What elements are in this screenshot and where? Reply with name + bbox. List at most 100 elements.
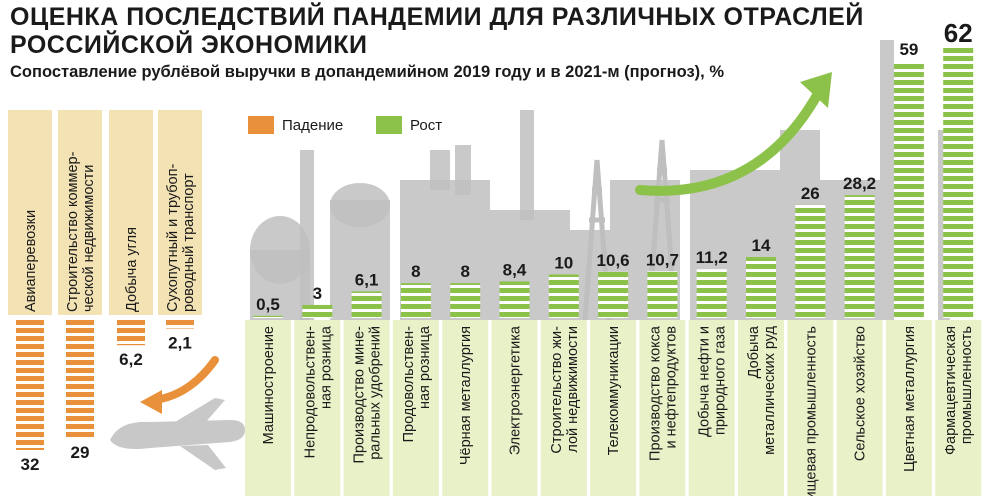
decline-bar (66, 320, 94, 438)
decoration-layer (110, 72, 832, 470)
decline-value-label: 2,1 (168, 334, 192, 353)
growth-category-label: Добыча (746, 325, 762, 378)
growth-value-label: 8,4 (503, 260, 527, 279)
growth-value-label: 26 (801, 184, 820, 203)
growth-label-bg (245, 320, 291, 496)
growth-value-label: 62 (944, 18, 973, 48)
background-derrick-1 (647, 139, 677, 301)
growth-label-bg (885, 320, 932, 496)
growth-category-label: Производство мине- (352, 326, 368, 464)
growth-value-label: 3 (313, 284, 322, 303)
growth-arrow-head (800, 72, 832, 108)
growth-category-label: Фармацевтическая (943, 326, 959, 455)
growth-category-label: природного газа (713, 325, 729, 435)
growth-bar (302, 304, 333, 318)
decline-category-label: Добыча угля (124, 227, 140, 312)
growth-category-label: металлических руд (762, 325, 778, 454)
growth-category-label: лой недвижимости (565, 326, 581, 453)
legend-growth-label: Рост (410, 116, 443, 134)
background-derrick-0 (582, 159, 612, 321)
growth-bar (746, 257, 776, 318)
growth-bar (351, 291, 382, 318)
growth-value-label: 10 (554, 253, 573, 272)
growth-bar (598, 271, 629, 318)
decline-category-label: Авиаперевозки (23, 210, 39, 312)
legend-decline-label: Падение (282, 116, 344, 134)
growth-value-label: 8 (411, 262, 420, 281)
growth-value-label: 11,2 (696, 248, 728, 267)
growth-label-bg (343, 320, 390, 496)
background-building-1 (250, 216, 310, 284)
background-building-9 (520, 110, 534, 220)
growth-category-label: промышленность (959, 326, 975, 444)
growth-category-label: Чёрная металлургия (458, 326, 474, 465)
growth-label-bg (442, 320, 489, 496)
decline-label-bg (158, 110, 202, 315)
growth-bar (253, 315, 283, 318)
growth-label-bg (688, 320, 735, 496)
growth-value-label: 10,7 (646, 250, 679, 269)
growth-label-bg (738, 320, 784, 496)
growth-category-label: Пищевая промышленность (803, 326, 819, 496)
growth-label-bg (836, 320, 883, 496)
growth-category-label: Строительство жи- (549, 326, 565, 454)
decline-arrow (151, 356, 219, 404)
growth-category-label: Сельское хозяйство (853, 326, 869, 461)
decline-bar (117, 320, 145, 346)
growth-label-bg (639, 320, 686, 496)
growth-label-bg (491, 320, 538, 496)
growth-label-bg (392, 320, 439, 496)
growth-value-label: 14 (752, 236, 771, 255)
decline-label-bg (58, 110, 102, 315)
growth-bar (548, 274, 579, 318)
growth-category-label: Продовольствен- (401, 326, 417, 443)
background-building-4 (330, 183, 390, 227)
decline-value-label: 29 (71, 443, 90, 462)
legend-decline: Падение (248, 114, 343, 136)
growth-category-label: Добыча нефти и (697, 326, 713, 437)
growth-value-label: 10,6 (597, 251, 630, 270)
growth-value-label: 59 (899, 40, 918, 59)
bars-layer (16, 48, 974, 450)
growth-category-label: Телекоммуникации (606, 326, 622, 455)
chart-subtitle: Сопоставление рублёвой выручки в допанде… (10, 63, 725, 81)
decline-bar (166, 320, 194, 329)
growth-category-label: ная розница (318, 325, 334, 409)
growth-label-bg (540, 320, 587, 496)
growth-bar (795, 204, 826, 318)
category-labels-layer: 0,5 3 6,1 8 8 8,4 10 10,6 10,7 11,2 14 26 28,2 59 62 Ма… (8, 18, 982, 496)
growth-category-label: ральных удобрений (368, 326, 384, 460)
growth-category-label: Производство кокса (647, 325, 663, 461)
growth-category-label: Электроэнергетика (508, 325, 524, 455)
growth-bar (943, 48, 974, 318)
growth-label-bg (787, 320, 834, 496)
legend-growth-swatch (376, 116, 402, 134)
background-building-6 (430, 150, 450, 190)
decline-label-bg (8, 110, 52, 315)
growth-bar (893, 61, 924, 319)
growth-category-label: Цветная металлургия (902, 326, 918, 472)
growth-label-bg (590, 320, 637, 496)
chart-title: ОЦЕНКА ПОСЛЕДСТВИЙ ПАНДЕМИИ ДЛЯ РАЗЛИЧНЫ… (10, 3, 864, 59)
decline-arrow-head (140, 390, 162, 414)
legend-growth: Рост (376, 114, 442, 136)
growth-value-label: 6,1 (355, 270, 379, 289)
growth-label-bg (935, 320, 982, 496)
growth-bar (450, 283, 481, 318)
growth-category-label: ная розница (417, 325, 433, 409)
decline-category-label: Сухопутный и трубоп- (165, 164, 181, 312)
growth-bar (696, 269, 727, 318)
background-building-2 (300, 150, 314, 320)
growth-value-label: 28,2 (843, 174, 876, 193)
growth-category-label: и нефтепродуктов (663, 326, 679, 449)
decline-value-label: 32 (21, 455, 40, 474)
growth-arrow (635, 85, 825, 196)
growth-bar (647, 271, 678, 318)
growth-category-label: Машиностроение (261, 326, 277, 444)
decline-bar (16, 320, 44, 450)
growth-value-label: 0,5 (256, 295, 280, 314)
growth-label-bg (294, 320, 341, 496)
decline-label-bg (109, 110, 153, 315)
decline-value-label: 6,2 (119, 350, 143, 369)
